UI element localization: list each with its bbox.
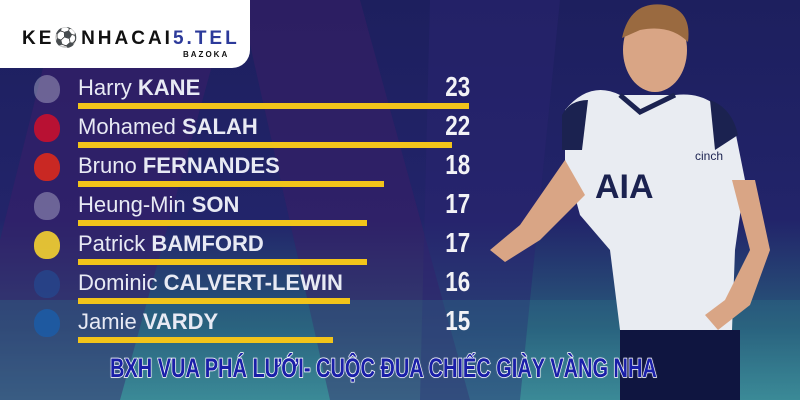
last-name: CALVERT-LEWIN	[163, 270, 343, 295]
last-name: KANE	[137, 75, 201, 100]
goal-bar	[78, 181, 384, 187]
goal-bar	[78, 142, 452, 148]
goal-count: 23	[445, 71, 470, 102]
spurs-crest-icon	[34, 75, 60, 103]
last-name: VARDY	[142, 309, 219, 334]
player-name: Bruno FERNANDES	[78, 153, 280, 179]
goal-count: 16	[445, 266, 470, 297]
last-name: BAMFORD	[151, 231, 264, 256]
player-name: Mohamed SALAH	[78, 114, 258, 140]
man-utd-crest-icon	[34, 153, 60, 181]
leicester-crest-icon	[34, 309, 60, 337]
liverpool-crest-icon	[34, 114, 60, 142]
goal-count: 17	[445, 188, 470, 219]
goal-bar	[78, 259, 367, 265]
goal-bar	[78, 103, 469, 109]
goal-count: 17	[445, 227, 470, 258]
scorer-row: Patrick BAMFORD 17	[0, 228, 480, 267]
goal-bar	[78, 337, 333, 343]
player-photo: AIA cinch	[490, 4, 770, 400]
site-logo[interactable]: KE⚽NHACAI5.TEL BAZOKA	[0, 0, 250, 68]
last-name: SON	[191, 192, 240, 217]
scorer-row: Heung-Min SON 17	[0, 189, 480, 228]
player-name: Harry KANE	[78, 75, 200, 101]
ball-icon: ⚽	[54, 28, 82, 49]
spurs-crest-icon	[34, 192, 60, 220]
shirt-sponsor: AIA	[595, 168, 654, 206]
scorer-row: Harry KANE 23	[0, 72, 480, 111]
goal-count: 22	[445, 110, 470, 141]
player-name: Patrick BAMFORD	[78, 231, 264, 257]
everton-crest-icon	[34, 270, 60, 298]
first-name: Mohamed	[78, 114, 176, 139]
last-name: SALAH	[181, 114, 258, 139]
first-name: Heung-Min	[78, 192, 186, 217]
goal-count: 15	[445, 305, 470, 336]
leeds-crest-icon	[34, 231, 60, 259]
scorer-row: Jamie VARDY 15	[0, 306, 480, 345]
first-name: Patrick	[78, 231, 146, 256]
first-name: Jamie	[78, 309, 137, 334]
headline: BXH VUA PHÁ LƯỚI- CUỘC ĐUA CHIẾC GIÀY VÀ…	[109, 352, 657, 384]
last-name: FERNANDES	[142, 153, 280, 178]
first-name: Harry	[78, 75, 132, 100]
scorer-row: Mohamed SALAH 22	[0, 111, 480, 150]
logo-subtitle: BAZOKA	[183, 50, 230, 59]
scorer-row: Bruno FERNANDES 18	[0, 150, 480, 189]
player-name: Dominic CALVERT-LEWIN	[78, 270, 343, 296]
goal-count: 18	[445, 149, 470, 180]
first-name: Dominic	[78, 270, 158, 295]
scorer-row: Dominic CALVERT-LEWIN 16	[0, 267, 480, 306]
sleeve-sponsor: cinch	[695, 149, 723, 163]
player-name: Heung-Min SON	[78, 192, 239, 218]
logo-wordmark: KE⚽NHACAI5.TEL	[22, 28, 240, 49]
goal-bar	[78, 298, 350, 304]
player-name: Jamie VARDY	[78, 309, 218, 335]
first-name: Bruno	[78, 153, 137, 178]
goal-bar	[78, 220, 367, 226]
